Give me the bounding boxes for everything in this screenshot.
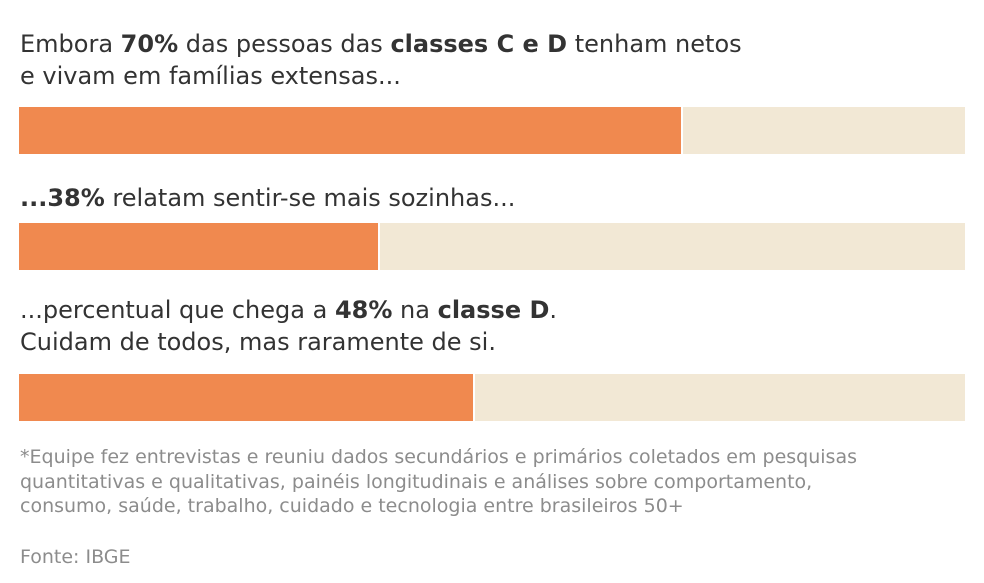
bar-3-label-line-2: Cuidam de todos, mas raramente de si.: [20, 326, 557, 358]
bar-3-label-seg: ...percentual que chega a: [20, 296, 335, 324]
bar-3-label-seg: na: [392, 296, 438, 324]
bar-1-label-seg: das pessoas das: [178, 30, 391, 58]
source-note: Fonte: IBGE: [20, 546, 131, 568]
bar-2-divider: [378, 223, 380, 270]
bar-3-category-label: classe D: [437, 296, 550, 324]
bar-3-fill: [19, 374, 473, 421]
bar-1-label: Embora 70% das pessoas das classes C e D…: [20, 28, 742, 92]
bar-1-value-label: 70%: [120, 30, 179, 58]
bar-1-divider: [681, 107, 683, 154]
bar-2-track: [19, 223, 965, 270]
bar-3-label-seg: Cuidam de todos, mas raramente de si.: [20, 328, 496, 356]
bar-2-label-seg: relatam sentir-se mais sozinhas...: [104, 184, 516, 212]
bar-3-divider: [473, 374, 475, 421]
bar-3-label: ...percentual que chega a 48% na classe …: [20, 294, 557, 358]
bar-2-label-line-1: ...38% relatam sentir-se mais sozinhas..…: [20, 182, 515, 214]
bar-1-category-label: classes C e D: [390, 30, 568, 58]
bar-3-label-line-1: ...percentual que chega a 48% na classe …: [20, 294, 557, 326]
footnote-line: *Equipe fez entrevistas e reuniu dados s…: [20, 446, 857, 468]
bar-1-label-seg: tenham netos: [567, 30, 742, 58]
bar-1-label-seg: e vivam em famílias extensas...: [20, 62, 401, 90]
footnote-line: consumo, saúde, trabalho, cuidado e tecn…: [20, 495, 684, 517]
bar-3-track: [19, 374, 965, 421]
footnote-line: quantitativas e qualitativas, painéis lo…: [20, 470, 813, 493]
bar-1-fill: [19, 107, 681, 154]
bar-2-fill: [19, 223, 378, 270]
footnote: *Equipe fez entrevistas e reuniu dados s…: [20, 445, 970, 519]
bar-1-label-line-1: Embora 70% das pessoas das classes C e D…: [20, 28, 742, 60]
bar-3-value-label: 48%: [334, 296, 393, 324]
bar-3-label-seg: .: [549, 296, 558, 324]
bar-1-track: [19, 107, 965, 154]
bar-2-label: ...38% relatam sentir-se mais sozinhas..…: [20, 182, 515, 214]
bar-1-label-seg: Embora: [20, 30, 121, 58]
bar-2-value-label: ...38%: [20, 184, 105, 212]
bar-1-label-line-2: e vivam em famílias extensas...: [20, 60, 742, 92]
